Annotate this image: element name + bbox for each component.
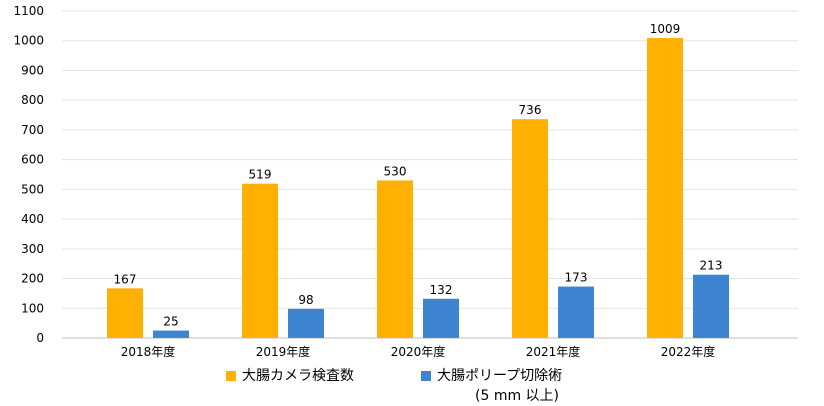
y-tick-label: 1100 xyxy=(13,4,44,18)
y-tick-label: 200 xyxy=(21,272,44,286)
y-axis: 0 100 200 300 400 500 600 700 800 900 1000 1100 xyxy=(13,4,44,345)
y-tick-label: 900 xyxy=(21,63,44,77)
y-tick-label: 100 xyxy=(21,301,44,315)
x-axis: 2018年度 2019年度 2020年度 2021年度 2022年度 xyxy=(121,344,716,359)
y-tick-label: 600 xyxy=(21,153,44,167)
bar-colonoscopy xyxy=(107,288,143,338)
legend-label-polypectomy-note: (5 mm 以上) xyxy=(475,388,560,404)
x-tick-label: 2021年度 xyxy=(526,344,581,359)
bar-polypectomy xyxy=(423,298,459,338)
y-tick-label: 1000 xyxy=(13,34,44,48)
legend-swatch-polypectomy xyxy=(421,371,431,381)
legend-label-polypectomy: 大腸ポリープ切除術 xyxy=(437,368,563,384)
y-tick-label: 300 xyxy=(21,242,44,256)
x-tick-label: 2018年度 xyxy=(121,344,176,359)
bar-chart: 0 100 200 300 400 500 600 700 800 900 1000 1100 167… xyxy=(13,4,798,359)
data-label: 173 xyxy=(565,271,588,285)
x-tick-label: 2022年度 xyxy=(661,344,716,359)
bar-polypectomy xyxy=(153,330,189,338)
data-label: 1009 xyxy=(650,22,681,36)
data-label: 98 xyxy=(298,293,313,307)
bar-polypectomy xyxy=(693,274,729,338)
legend-item-polypectomy: 大腸ポリープ切除術 (5 mm 以上) xyxy=(421,366,562,406)
data-label: 530 xyxy=(384,164,407,178)
data-labels: 167 25 519 98 530 132 736 173 1009 213 xyxy=(114,22,723,329)
bar-polypectomy xyxy=(558,286,594,338)
legend: 大腸カメラ検査数 大腸ポリープ切除術 (5 mm 以上) xyxy=(0,366,824,406)
data-label: 167 xyxy=(114,272,137,286)
legend-label-colonoscopy: 大腸カメラ検査数 xyxy=(242,368,354,384)
y-tick-label: 400 xyxy=(21,212,44,226)
data-label: 519 xyxy=(249,168,272,182)
data-label: 25 xyxy=(163,315,178,329)
bar-colonoscopy xyxy=(377,180,413,338)
x-tick-label: 2019年度 xyxy=(256,344,311,359)
legend-item-colonoscopy: 大腸カメラ検査数 xyxy=(226,366,354,386)
y-tick-label: 0 xyxy=(36,331,44,345)
bar-polypectomy xyxy=(288,308,324,338)
bar-colonoscopy xyxy=(647,38,683,338)
data-label: 132 xyxy=(430,283,453,297)
data-label: 213 xyxy=(700,259,723,273)
y-tick-label: 700 xyxy=(21,123,44,137)
y-tick-label: 500 xyxy=(21,182,44,196)
x-tick-label: 2020年度 xyxy=(391,344,446,359)
legend-label-polypectomy-wrap: 大腸ポリープ切除術 (5 mm 以上) xyxy=(437,366,562,406)
bars xyxy=(107,38,729,338)
bar-colonoscopy xyxy=(512,119,548,338)
legend-swatch-colonoscopy xyxy=(226,371,236,381)
data-label: 736 xyxy=(519,103,542,117)
bar-colonoscopy xyxy=(242,183,278,338)
y-tick-label: 800 xyxy=(21,93,44,107)
